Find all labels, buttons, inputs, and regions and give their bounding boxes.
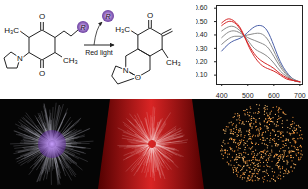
svg-text:H₃C: H₃C bbox=[4, 26, 19, 35]
svg-text:O: O bbox=[147, 11, 153, 20]
svg-text:N: N bbox=[17, 54, 23, 63]
svg-text:Red light: Red light bbox=[85, 49, 113, 57]
svg-text:0.40: 0.40 bbox=[196, 31, 208, 38]
svg-text:0.20: 0.20 bbox=[196, 58, 208, 65]
svg-text:CH₃: CH₃ bbox=[166, 58, 181, 67]
svg-text:600: 600 bbox=[268, 92, 280, 98]
svg-text:R: R bbox=[80, 24, 85, 31]
svg-text:O: O bbox=[39, 12, 45, 21]
svg-text:0.60: 0.60 bbox=[196, 4, 208, 11]
svg-text:0.10: 0.10 bbox=[196, 71, 208, 78]
svg-text:N: N bbox=[123, 66, 129, 75]
svg-text:0.50: 0.50 bbox=[196, 18, 208, 25]
svg-text:700: 700 bbox=[294, 92, 306, 98]
svg-text:0.30: 0.30 bbox=[196, 45, 208, 52]
svg-text:O: O bbox=[39, 69, 45, 78]
svg-text:CH₃: CH₃ bbox=[63, 56, 78, 65]
svg-text:O: O bbox=[135, 73, 141, 82]
svg-text:400: 400 bbox=[216, 92, 228, 98]
svg-text:H₃C: H₃C bbox=[115, 25, 130, 34]
svg-text:500: 500 bbox=[242, 92, 254, 98]
svg-text:R: R bbox=[105, 13, 110, 20]
